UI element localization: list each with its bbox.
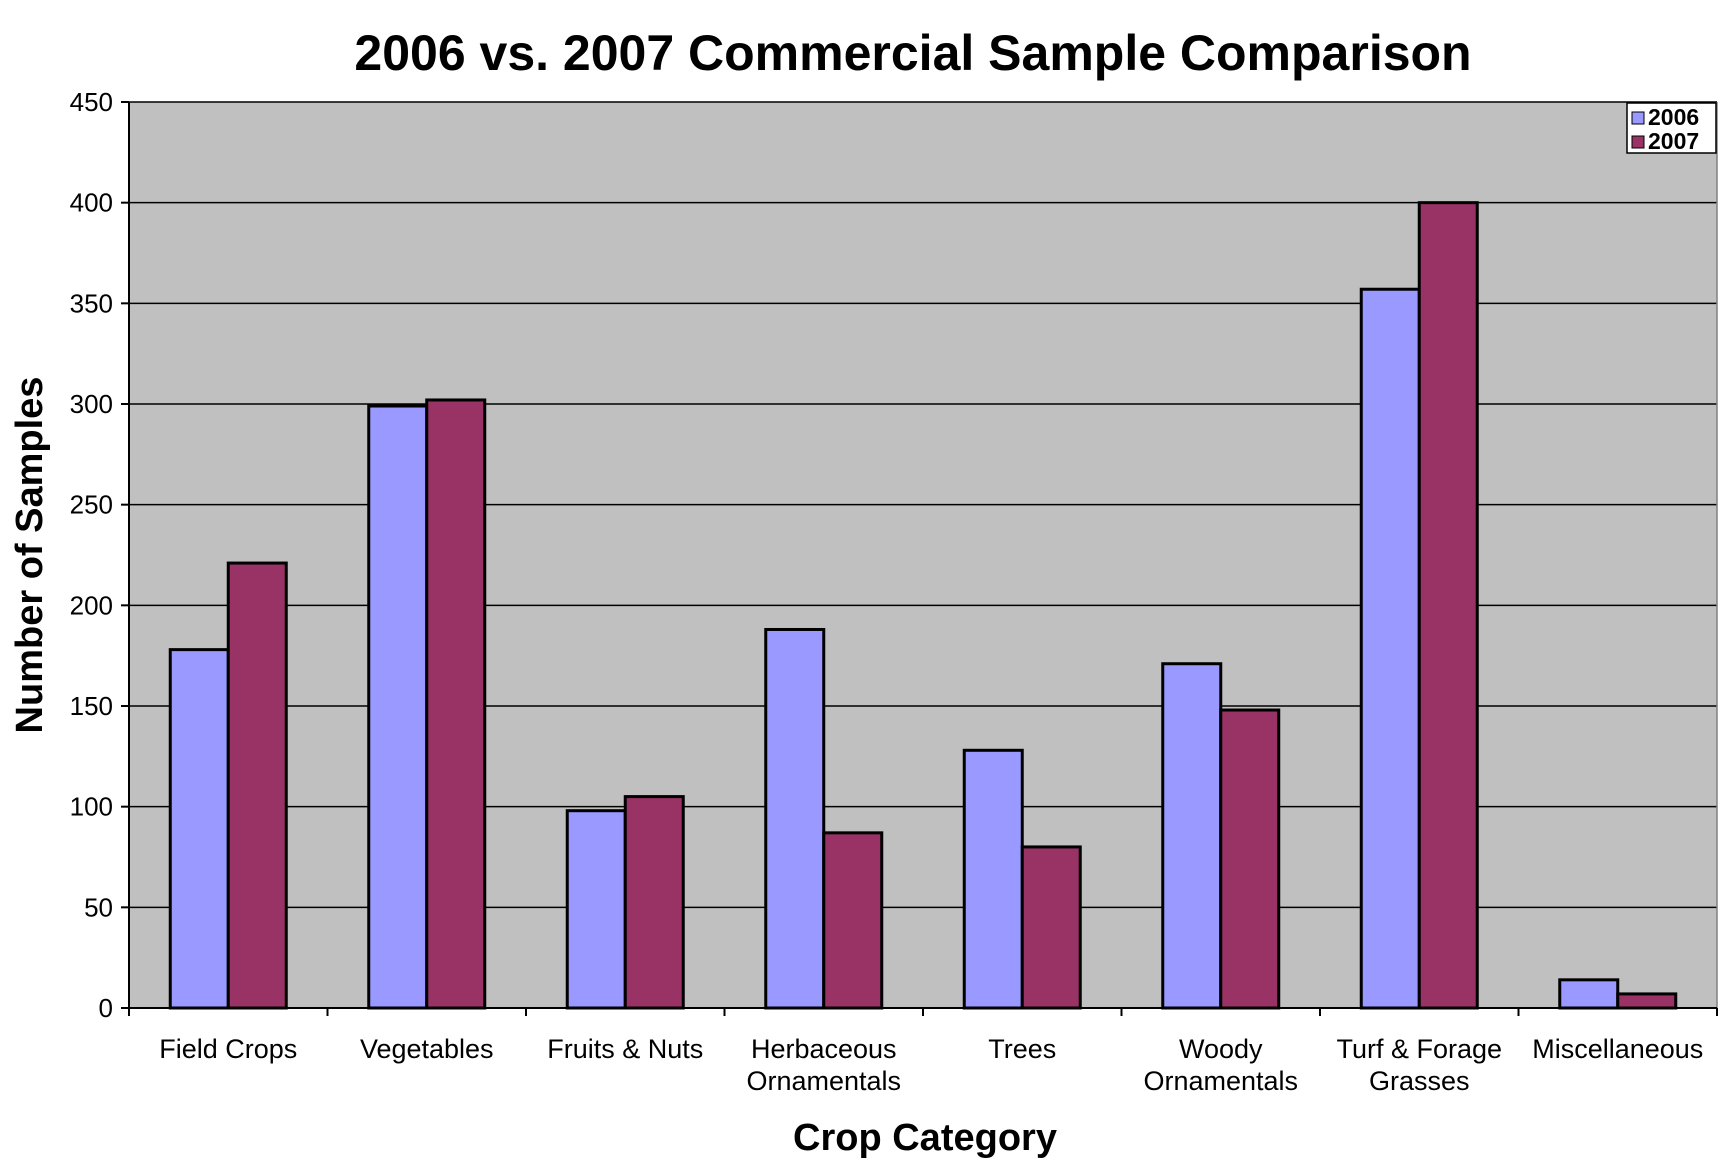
y-axis-title: Number of Samples — [9, 377, 51, 734]
x-tick-label: Vegetables — [360, 1034, 494, 1064]
y-tick-label: 50 — [84, 892, 113, 922]
y-tick-label: 200 — [70, 590, 113, 620]
bar-2007-6 — [1417, 201, 1479, 1010]
x-tick-label: Field Crops — [159, 1034, 297, 1064]
plot-background — [129, 102, 1717, 1008]
legend-box — [1626, 102, 1717, 154]
legend-label-2007: 2007 — [1648, 128, 1699, 154]
bar-2007-5 — [1219, 708, 1281, 1010]
x-tick-label: Herbaceous Ornamentals — [746, 1034, 901, 1096]
x-tick-label: Trees — [988, 1034, 1056, 1064]
legend-label-2006: 2006 — [1648, 104, 1699, 130]
bar-2007-1 — [425, 398, 487, 1010]
bar-2006-1 — [367, 404, 429, 1010]
bar-2006-3 — [764, 627, 826, 1010]
plot-area: 0 50 100 150 200 250 300 350 400 450 Field Crops Ve… — [70, 87, 1718, 1096]
y-tick-label: 450 — [70, 87, 113, 117]
y-tick-label: 400 — [70, 188, 113, 218]
bar-2007-0 — [226, 561, 288, 1010]
bar-2007-3 — [822, 831, 884, 1010]
bar-2007-7 — [1616, 992, 1678, 1010]
y-tick-label: 100 — [70, 792, 113, 822]
y-tick-label: 300 — [70, 389, 113, 419]
bar-2006-2 — [565, 809, 627, 1010]
x-tick-label: Woody Ornamentals — [1143, 1034, 1298, 1096]
x-tick-label: Miscellaneous — [1532, 1034, 1703, 1064]
y-tick-label: 350 — [70, 288, 113, 318]
chart-title: 2006 vs. 2007 Commercial Sample Comparis… — [354, 25, 1471, 81]
x-tick-label: Fruits & Nuts — [547, 1034, 703, 1064]
x-tick-label: Turf & Forage Grasses — [1336, 1034, 1502, 1096]
bar-2006-4 — [962, 748, 1024, 1010]
bar-2006-0 — [168, 648, 230, 1010]
bar-2006-7 — [1558, 978, 1620, 1010]
x-axis-title: Crop Category — [793, 1117, 1057, 1159]
bar-2007-4 — [1020, 845, 1082, 1010]
y-tick-label: 250 — [70, 490, 113, 520]
legend-swatch-2006 — [1631, 111, 1645, 125]
y-tick-label: 0 — [99, 993, 113, 1023]
bar-2006-5 — [1161, 662, 1223, 1010]
legend-swatch-2007 — [1631, 135, 1645, 149]
bar-2007-2 — [623, 795, 685, 1010]
bar-2006-6 — [1359, 287, 1421, 1010]
y-tick-label: 150 — [70, 691, 113, 721]
